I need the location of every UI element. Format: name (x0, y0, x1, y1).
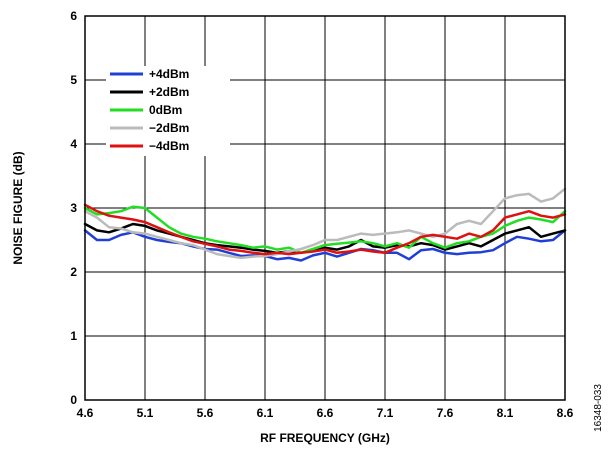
y-tick-label-0: 0 (70, 393, 77, 407)
y-tick-label-1: 1 (70, 329, 77, 343)
series-line-0 (83, 229, 567, 262)
y-tick-label-3: 3 (70, 201, 77, 215)
series-line-1 (83, 222, 567, 255)
legend-label-1: +2dBm (149, 85, 189, 99)
x-tick-label-0: 4.6 (77, 406, 94, 420)
x-axis-title: RF FREQUENCY (GHz) (260, 431, 390, 445)
x-tick-label-8: 8.6 (557, 406, 574, 420)
grid-lines (84, 15, 566, 401)
y-tick-label-5: 5 (70, 73, 77, 87)
legend-label-4: −4dBm (149, 139, 189, 153)
x-tick-label-2: 5.6 (197, 406, 214, 420)
y-tick-label-6: 6 (70, 9, 77, 23)
series-line-3 (83, 187, 567, 260)
plot-frame (84, 15, 566, 401)
y-tick-label-4: 4 (70, 137, 77, 151)
x-tick-label-7: 8.1 (497, 406, 514, 420)
legend-label-0: +4dBm (149, 67, 189, 81)
x-tick-label-6: 7.6 (437, 406, 454, 420)
x-tick-label-4: 6.6 (317, 406, 334, 420)
x-tick-labels: 4.6 5.1 5.6 6.1 6.6 7.1 7.6 8.1 8.6 (77, 406, 574, 420)
legend-label-3: −2dBm (149, 121, 189, 135)
x-tick-label-3: 6.1 (257, 406, 274, 420)
figure-code: 16348-033 (593, 384, 604, 432)
legend-label-2: 0dBm (149, 103, 182, 117)
y-tick-label-2: 2 (70, 265, 77, 279)
y-axis-title: NOISE FIGURE (dB) (11, 151, 25, 264)
x-tick-label-5: 7.1 (377, 406, 394, 420)
legend: +4dBm +2dBm 0dBm −2dBm −4dBm (106, 66, 230, 156)
y-tick-labels: 0 1 2 3 4 5 6 (70, 9, 77, 407)
series-line-4 (83, 203, 567, 256)
x-tick-label-1: 5.1 (137, 406, 154, 420)
series-lines (83, 187, 567, 262)
